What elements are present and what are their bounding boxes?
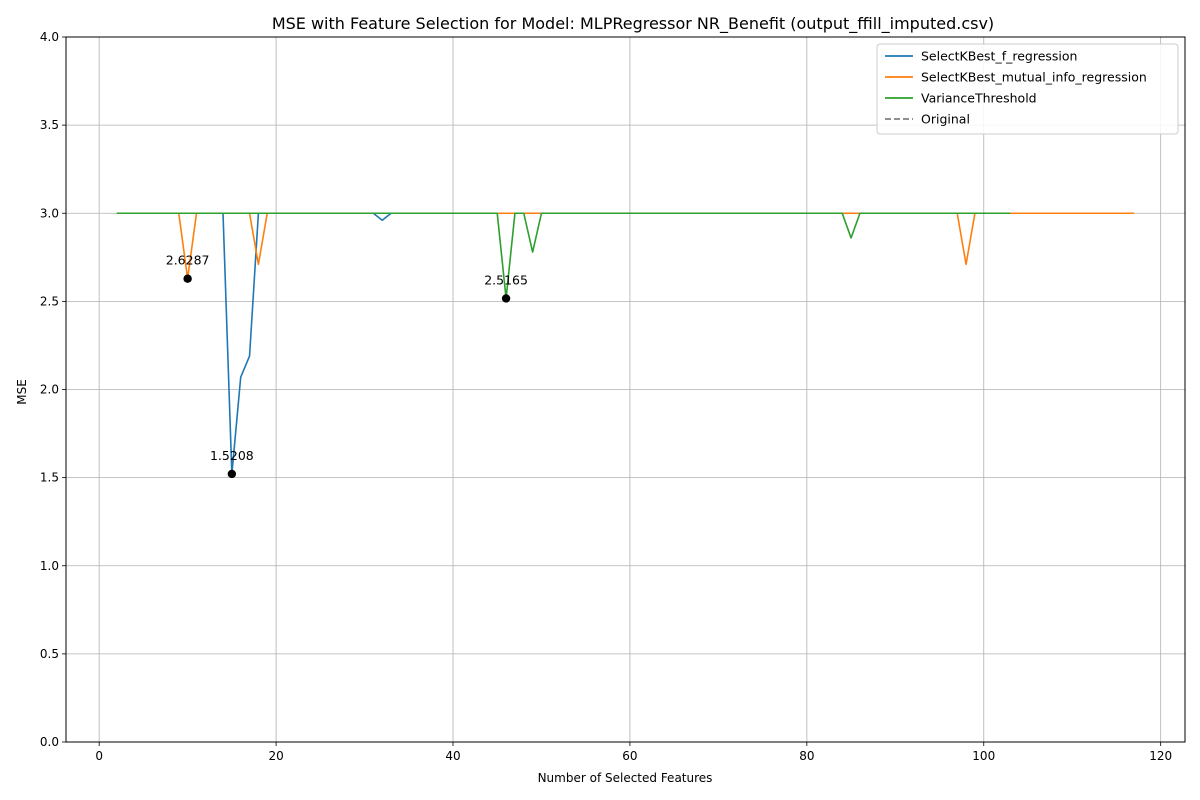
y-tick-label: 3.5: [40, 118, 59, 132]
legend-box: [876, 43, 1179, 135]
y-tick-label: 1.0: [40, 559, 59, 573]
legend: SelectKBest_f_regression SelectKBest_mutu…: [876, 43, 1179, 135]
x-tick-label: 100: [972, 749, 995, 763]
y-tick-label: 0.0: [40, 735, 59, 749]
x-tick-label: 20: [268, 749, 283, 763]
series-line-1: [116, 212, 1135, 280]
legend-entry: Original: [921, 112, 970, 127]
y-tick-label: 2.5: [40, 294, 59, 308]
legend-entry: SelectKBest_f_regression: [921, 49, 1077, 64]
x-axis-label: Number of Selected Features: [538, 771, 713, 785]
x-tick-label: 40: [445, 749, 460, 763]
annotation-point: [183, 274, 192, 283]
legend-entry: VarianceThreshold: [921, 91, 1037, 106]
x-tick-label: 80: [799, 749, 814, 763]
y-axis-ticks: 0.0 0.5 1.0 1.5 2.0 2.5 3.0 3.5 4.0: [40, 30, 66, 749]
y-tick-label: 4.0: [40, 30, 59, 44]
y-tick-label: 1.5: [40, 471, 59, 485]
series-line-0: [116, 212, 1011, 475]
annotation-point: [501, 294, 511, 303]
x-tick-label: 60: [622, 749, 637, 763]
y-tick-label: 0.5: [40, 647, 59, 661]
annotation-label: 2.5165: [484, 272, 528, 287]
y-axis-label: MSE: [15, 379, 29, 405]
annotation-markers: 2.6287 1.5208 2.5165: [166, 253, 528, 479]
annotation-label: 1.5208: [210, 448, 254, 463]
series-line-2: [116, 212, 1011, 300]
annotation-point: [227, 469, 237, 479]
x-axis-ticks: 0 20 40 60 80 100 120: [95, 742, 1172, 763]
x-tick-label: 0: [95, 749, 103, 763]
chart-title: MSE with Feature Selection for Model: ML…: [272, 14, 994, 34]
y-tick-label: 2.0: [40, 383, 59, 397]
series-lines: [116, 212, 1135, 475]
x-tick-label: 120: [1149, 749, 1172, 763]
y-tick-label: 3.0: [40, 206, 59, 220]
annotation-label: 2.6287: [166, 253, 210, 268]
legend-entry: SelectKBest_mutual_info_regression: [921, 70, 1147, 85]
